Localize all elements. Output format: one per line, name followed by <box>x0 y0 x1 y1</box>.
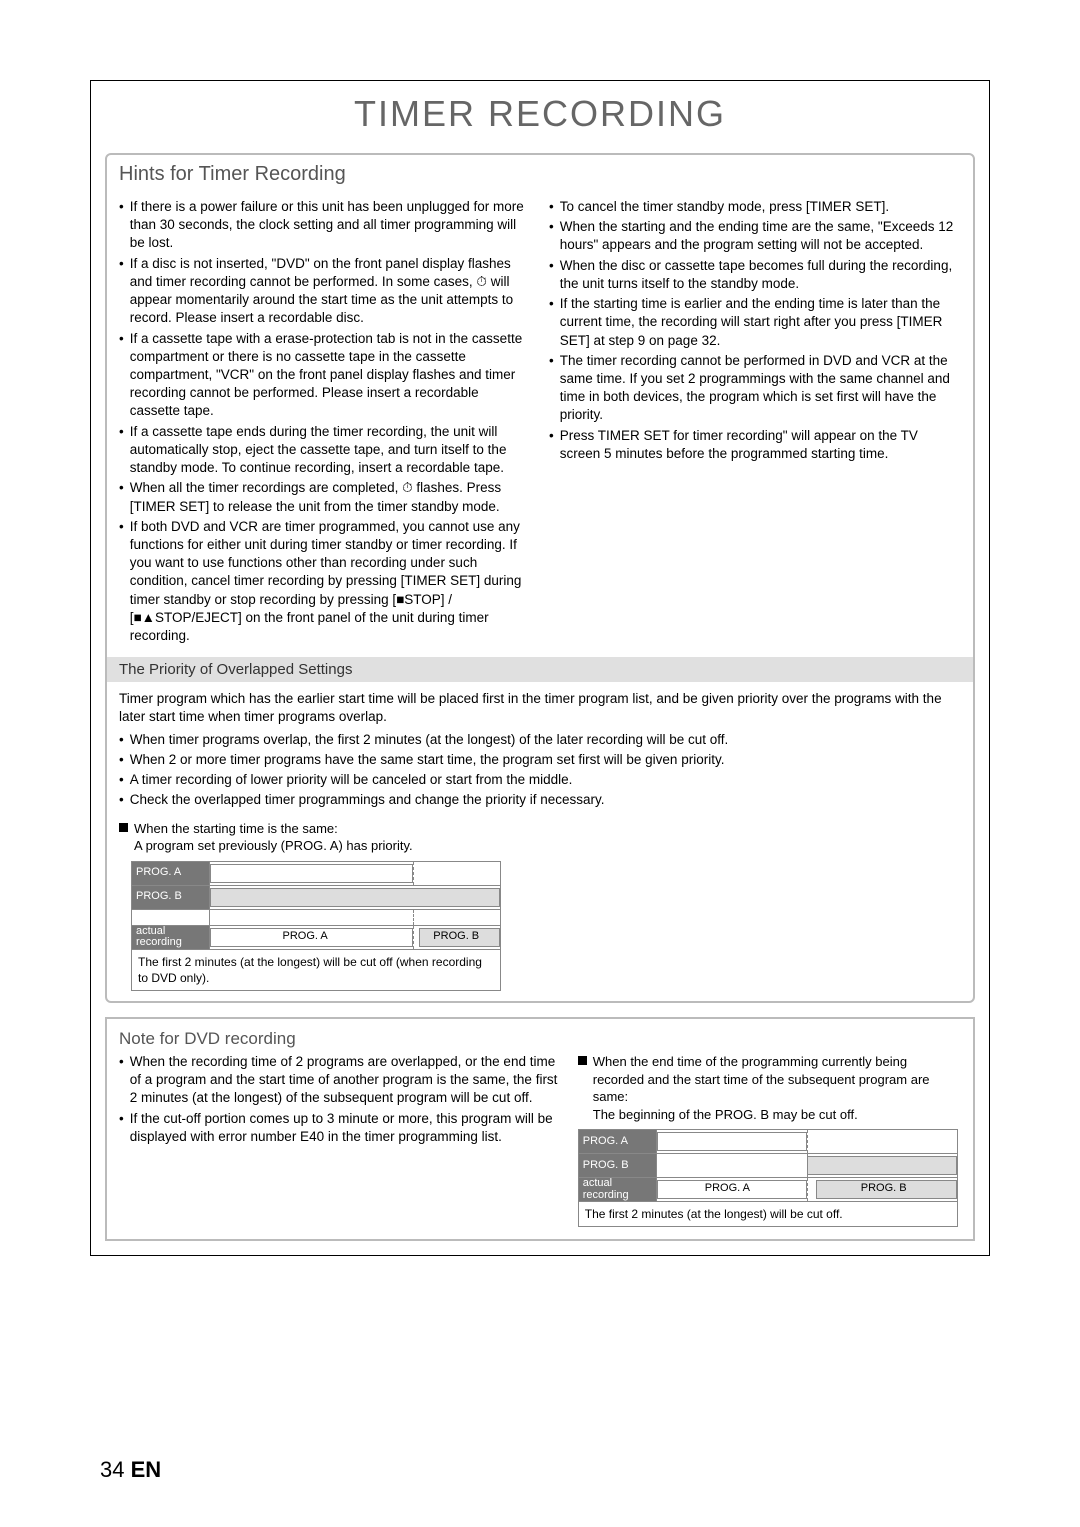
priority-chart: PROG. A PROG. B actua <box>131 861 501 991</box>
square-icon <box>578 1056 587 1065</box>
hints-section: Hints for Timer Recording If there is a … <box>105 153 975 1003</box>
hint-right-3: If the starting time is earlier and the … <box>560 295 961 350</box>
priority-line-3: Check the overlapped timer programmings … <box>130 791 605 809</box>
dvd-heading: Note for DVD recording <box>119 1029 961 1049</box>
hint-left-2: If a cassette tape with a erase-protecti… <box>130 330 531 421</box>
priority-sq-line1: When the starting time is the same: <box>134 821 338 836</box>
hint-right-0: To cancel the timer standby mode, press … <box>560 198 889 216</box>
page-title: TIMER RECORDING <box>91 93 989 135</box>
hint-right-5: Press TIMER SET for timer recording" wil… <box>560 427 961 463</box>
chart2-row2: actual recording <box>579 1178 657 1201</box>
chart1-row1: PROG. B <box>132 886 210 909</box>
hints-heading: Hints for Timer Recording <box>107 163 973 192</box>
chart1-row2 <box>132 910 210 925</box>
hint-right-4: The timer recording cannot be performed … <box>560 352 961 425</box>
chart2-barA: PROG. A <box>705 1181 750 1196</box>
hints-left-col: If there is a power failure or this unit… <box>119 198 531 647</box>
hints-right-col: To cancel the timer standby mode, press … <box>549 198 961 647</box>
hint-left-4: When all the timer recordings are comple… <box>130 479 531 515</box>
priority-heading: The Priority of Overlapped Settings <box>107 657 973 682</box>
chart1-barA: PROG. A <box>283 929 328 944</box>
hint-left-1: If a disc is not inserted, "DVD" on the … <box>130 255 531 328</box>
dvd-left-0: When the recording time of 2 programs ar… <box>130 1053 560 1108</box>
dvd-right-col: When the end time of the programming cur… <box>578 1053 961 1227</box>
page-number-value: 34 <box>100 1457 124 1482</box>
dvd-left-1: If the cut-off portion comes up to 3 min… <box>130 1110 560 1146</box>
chart1-row0: PROG. A <box>132 862 210 885</box>
dvd-note-section: Note for DVD recording When the recordin… <box>105 1017 975 1241</box>
chart2-note: The first 2 minutes (at the longest) wil… <box>579 1202 957 1226</box>
chart1-note: The first 2 minutes (at the longest) wil… <box>132 950 500 990</box>
hint-left-5: If both DVD and VCR are timer programmed… <box>130 518 531 646</box>
priority-sq-bullet: When the starting time is the same: A pr… <box>119 820 961 855</box>
dvd-right-sq1: When the end time of the programming cur… <box>593 1054 930 1104</box>
hint-right-1: When the starting and the ending time ar… <box>560 218 961 254</box>
priority-para: Timer program which has the earlier star… <box>119 690 961 726</box>
page-number: 34 EN <box>100 1457 161 1483</box>
priority-line-0: When timer programs overlap, the first 2… <box>130 731 729 749</box>
page-frame: TIMER RECORDING Hints for Timer Recordin… <box>90 80 990 1256</box>
square-icon <box>119 823 128 832</box>
dvd-chart: PROG. A PROG. B actu <box>578 1129 958 1227</box>
priority-line-2: A timer recording of lower priority will… <box>130 771 573 789</box>
hint-right-2: When the disc or cassette tape becomes f… <box>560 257 961 293</box>
chart1-row3: actual recording <box>132 926 210 949</box>
dvd-left-col: When the recording time of 2 programs ar… <box>119 1053 560 1227</box>
chart2-row1: PROG. B <box>579 1154 657 1177</box>
hint-left-0: If there is a power failure or this unit… <box>130 198 531 253</box>
priority-body: Timer program which has the earlier star… <box>107 690 973 1001</box>
chart1-barB: PROG. B <box>433 929 479 944</box>
priority-line-1: When 2 or more timer programs have the s… <box>130 751 725 769</box>
chart2-row0: PROG. A <box>579 1130 657 1153</box>
hint-left-3: If a cassette tape ends during the timer… <box>130 423 531 478</box>
dvd-right-sq2: The beginning of the PROG. B may be cut … <box>593 1107 858 1122</box>
page-lang: EN <box>131 1457 162 1482</box>
priority-sq-line2: A program set previously (PROG. A) has p… <box>134 838 413 853</box>
chart2-barB: PROG. B <box>861 1181 907 1196</box>
